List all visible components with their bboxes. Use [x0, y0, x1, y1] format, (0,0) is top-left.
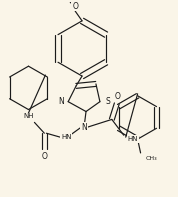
Text: HN: HN: [61, 134, 71, 140]
Text: S: S: [106, 97, 110, 106]
Text: N: N: [81, 123, 87, 132]
Text: HN: HN: [128, 136, 138, 142]
Text: CH₃: CH₃: [146, 156, 157, 161]
Text: NH: NH: [23, 113, 34, 119]
Text: O: O: [72, 2, 78, 11]
Text: N: N: [58, 97, 64, 106]
Text: O: O: [41, 152, 47, 161]
Text: O: O: [115, 92, 121, 101]
